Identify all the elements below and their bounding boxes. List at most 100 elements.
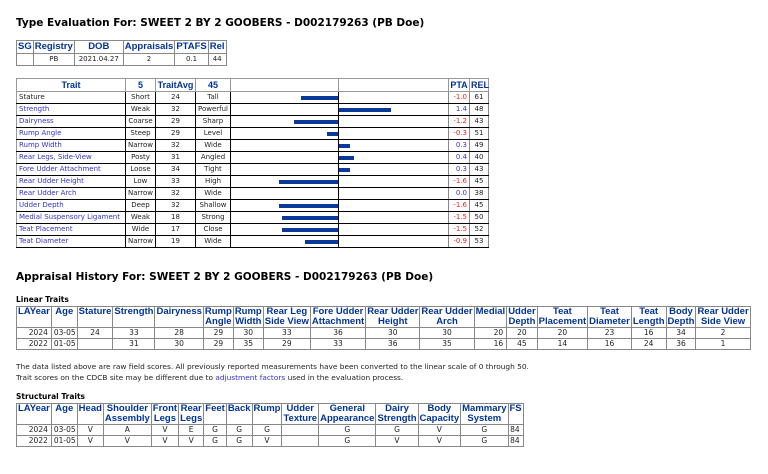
trait-average: 29 [155, 127, 196, 140]
high-descriptor: Wide [195, 187, 231, 200]
low-descriptor: Narrow [125, 187, 156, 200]
trait-row: Stature Short 24 Tall -1.0 61 [16, 91, 489, 104]
positive-bar-cell [338, 163, 449, 176]
history-cell: V [178, 435, 205, 447]
history-cell: 20 [473, 327, 508, 339]
rel-value: 44 [207, 53, 227, 66]
history-cell: 30 [419, 327, 475, 339]
structural-traits-label: Structural Traits [16, 392, 86, 401]
pta-bar [339, 168, 350, 172]
trait-name[interactable]: Teat Placement [16, 223, 126, 236]
header-bar-right [338, 78, 449, 92]
pta-bar [339, 108, 391, 112]
trait-name: Stature [16, 91, 126, 104]
rel-value: 52 [469, 223, 489, 236]
history-cell: A [102, 424, 152, 436]
history-cell: 30 [154, 338, 204, 350]
pta-bar [279, 180, 338, 184]
low-descriptor: Low [125, 175, 156, 188]
trait-name[interactable]: Udder Depth [16, 199, 126, 212]
pta-value: 0.0 [448, 187, 470, 200]
adjustment-factors-link[interactable]: adjustment factors [215, 372, 286, 382]
column-header: Rump Width [232, 306, 264, 328]
positive-bar-cell [338, 139, 449, 152]
history-cell: V [375, 435, 419, 447]
trait-name[interactable]: Rump Angle [16, 127, 126, 140]
column-header: Udder Texture [281, 403, 320, 425]
negative-bar-cell [230, 199, 339, 212]
high-descriptor: High [195, 175, 231, 188]
linear-traits-table: LAYear Age Stature Strength Dairyness Rump Ang… [16, 306, 751, 350]
trait-name[interactable]: Rear Udder Arch [16, 187, 126, 200]
sg-value [16, 53, 34, 66]
column-header: Rear Leg Side View [262, 306, 311, 328]
pta-bar [282, 228, 338, 232]
trait-row: Teat Placement Wide 17 Close -1.5 52 [16, 223, 489, 236]
trait-average: 32 [155, 187, 196, 200]
column-header: Udder Depth [506, 306, 538, 328]
history-row: 2022 01-05 V V V V G G V G V V G 84 [16, 435, 524, 447]
column-header: Stature [76, 306, 114, 328]
history-cell: G [225, 435, 253, 447]
trait-name[interactable]: Medial Suspensory Ligament [16, 211, 126, 224]
column-header: Strength [112, 306, 156, 328]
rel-value: 38 [469, 187, 489, 200]
pta-value: -1.6 [448, 175, 470, 188]
trait-name[interactable]: Strength [16, 103, 126, 116]
column-header: Teat Diameter [587, 306, 632, 328]
pta-bar [282, 216, 338, 220]
pta-value: -1.0 [448, 91, 470, 104]
history-cell: G [318, 435, 377, 447]
pta-value: 0.4 [448, 151, 470, 164]
trait-name[interactable]: Rump Width [16, 139, 126, 152]
column-header: Age [50, 306, 78, 328]
history-cell [76, 338, 114, 350]
rel-value: 51 [469, 127, 489, 140]
history-cell: 2022 [16, 435, 52, 447]
history-cell: 23 [587, 327, 632, 339]
column-header: Rump Angle [202, 306, 234, 328]
history-cell: V [251, 435, 283, 447]
high-descriptor: Shallow [195, 199, 231, 212]
history-cell: 34 [665, 327, 697, 339]
positive-bar-cell [338, 151, 449, 164]
history-cell: 35 [232, 338, 264, 350]
type-evaluation-title: Type Evaluation For: SWEET 2 BY 2 GOOBER… [16, 17, 425, 29]
trait-row: Rear Legs, Side-View Posty 31 Angled 0.4 40 [16, 151, 489, 164]
header-rel: Rel [207, 40, 227, 54]
history-cell [281, 424, 320, 436]
negative-bar-cell [230, 91, 339, 104]
history-cell: V [417, 435, 462, 447]
history-cell: 30 [365, 327, 421, 339]
history-cell: 31 [112, 338, 156, 350]
history-cell: V [417, 424, 462, 436]
trait-name[interactable]: Rear Udder Height [16, 175, 126, 188]
dob-value: 2021.04.27 [73, 53, 124, 66]
trait-name[interactable]: Teat Diameter [16, 235, 126, 248]
high-descriptor: Wide [195, 235, 231, 248]
pta-bar [294, 120, 338, 124]
history-cell: 33 [112, 327, 156, 339]
negative-bar-cell [230, 127, 339, 140]
column-header: LAYear [16, 403, 52, 425]
history-cell: 33 [309, 338, 367, 350]
rel-value: 49 [469, 139, 489, 152]
positive-bar-cell [338, 115, 449, 128]
trait-name[interactable]: Rear Legs, Side-View [16, 151, 126, 164]
positive-bar-cell [338, 91, 449, 104]
column-header: Body Depth [665, 306, 697, 328]
history-row: 2024 03-05 V A V E G G G G G V G 84 [16, 424, 524, 436]
history-cell: 01-05 [50, 435, 78, 447]
high-descriptor: Tight [195, 163, 231, 176]
low-descriptor: Posty [125, 151, 156, 164]
trait-name[interactable]: Dairyness [16, 115, 126, 128]
high-descriptor: Wide [195, 139, 231, 152]
history-cell: 2024 [16, 424, 52, 436]
history-cell: 84 [507, 424, 524, 436]
trait-name[interactable]: Fore Udder Attachment [16, 163, 126, 176]
history-cell: 16 [587, 338, 632, 350]
positive-bar-cell [338, 235, 449, 248]
trait-average: 32 [155, 199, 196, 212]
column-header: LAYear [16, 306, 52, 328]
trait-row: Teat Diameter Narrow 19 Wide -0.9 53 [16, 235, 489, 248]
